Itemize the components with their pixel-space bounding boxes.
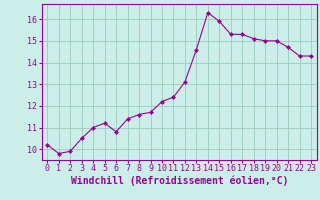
X-axis label: Windchill (Refroidissement éolien,°C): Windchill (Refroidissement éolien,°C) (70, 176, 288, 186)
